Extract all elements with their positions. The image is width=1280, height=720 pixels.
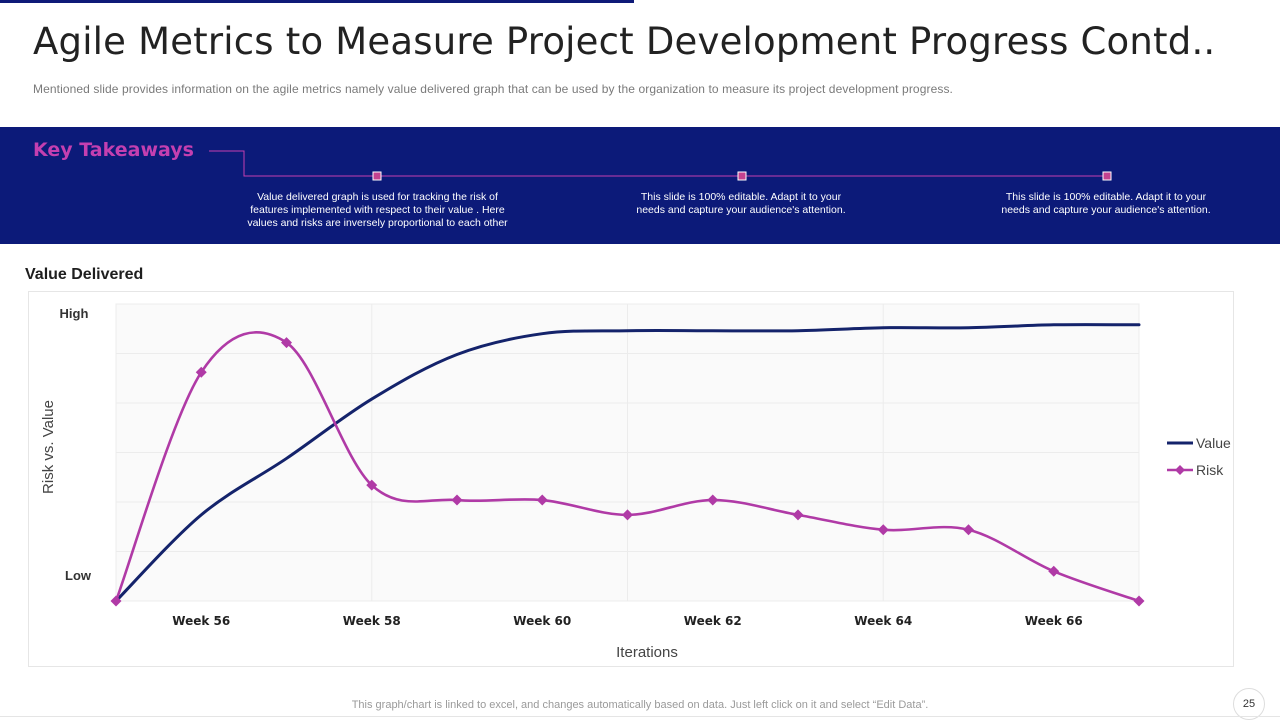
chart-frame: High Low Risk vs. Value Week 56 Week 58 Week … [28, 291, 1234, 667]
data-point-risk [792, 509, 804, 521]
data-point-risk [1133, 595, 1145, 607]
top-accent-rule [0, 0, 634, 3]
legend-label-risk: Risk [1196, 462, 1224, 478]
data-point-risk [1048, 565, 1060, 577]
footer-note: This graph/chart is linked to excel, and… [351, 699, 929, 711]
takeaway-text-2: This slide is 100% editable. Adapt it to… [636, 191, 846, 216]
data-point-risk [622, 509, 633, 521]
series-line-risk [114, 331, 1141, 603]
y-tick-label-high: High [60, 306, 89, 321]
data-point-risk [195, 366, 207, 378]
takeaway-text-3: This slide is 100% editable. Adapt it to… [1001, 191, 1211, 216]
takeaways-connector [209, 150, 1112, 181]
data-point-risk [366, 479, 378, 491]
takeaway-marker-1 [372, 171, 382, 181]
x-tick-label: Week 56 [172, 614, 230, 628]
x-axis-label: Iterations [616, 644, 678, 661]
takeaway-text-1: Value delivered graph is used for tracki… [247, 191, 508, 229]
data-point-risk [963, 524, 974, 536]
takeaway-marker-2 [737, 171, 747, 181]
value-delivered-chart: High Low Risk vs. Value Week 56 Week 58 Week … [40, 303, 1231, 661]
bottom-rule [0, 716, 1280, 717]
y-axis-label: Risk vs. Value [40, 400, 57, 494]
key-takeaways-band: Key Takeaways Value delivered graph is u… [0, 127, 1280, 244]
data-point-risk [877, 524, 889, 536]
data-point-risk [451, 494, 463, 506]
legend-marker-risk [1175, 465, 1185, 475]
x-tick-label: Week 58 [343, 614, 401, 628]
data-point-risk [536, 494, 548, 506]
y-tick-label-low: Low [65, 568, 92, 583]
page-title: Agile Metrics to Measure Project Develop… [33, 20, 1216, 63]
chart-title: Value Delivered [25, 266, 144, 283]
data-point-risk [110, 595, 122, 607]
legend-label-value: Value [1196, 435, 1231, 451]
page-subtitle: Mentioned slide provides information on … [33, 82, 953, 96]
x-tick-label: Week 62 [684, 614, 742, 628]
series-line-value [114, 323, 1141, 603]
key-takeaways-heading: Key Takeaways [33, 139, 194, 161]
data-point-risk [707, 494, 719, 506]
x-tick-label: Week 60 [513, 614, 571, 628]
x-tick-label: Week 66 [1025, 614, 1083, 628]
data-point-risk [281, 337, 292, 349]
takeaway-marker-3 [1102, 171, 1112, 181]
x-tick-label: Week 64 [854, 614, 912, 628]
